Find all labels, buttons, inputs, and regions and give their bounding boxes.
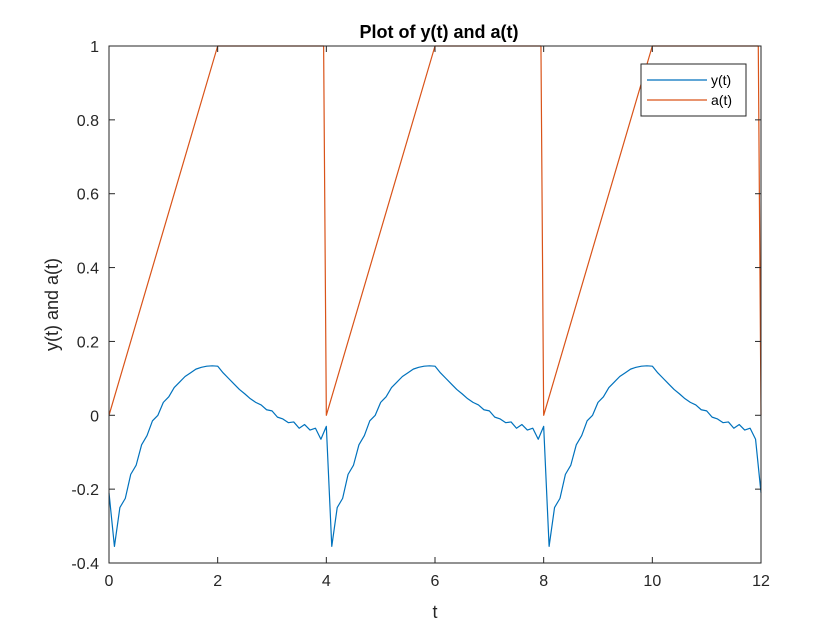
y-tick-label: 0.6 <box>77 187 99 204</box>
y-tick-label: 0.4 <box>77 261 99 278</box>
x-tick-label: 10 <box>643 573 661 590</box>
legend: y(t) a(t) <box>640 63 747 117</box>
y-axis-title: y(t) and a(t) <box>42 258 62 351</box>
x-tick-label: 4 <box>322 573 331 590</box>
legend-box <box>640 63 747 117</box>
y-tick-label: 1 <box>90 39 99 56</box>
legend-label-y: y(t) <box>711 72 731 88</box>
y-tick-label: 0.8 <box>77 113 99 130</box>
x-tick-label: 0 <box>105 573 114 590</box>
legend-label-a: a(t) <box>711 92 732 108</box>
chart-title: Plot of y(t) and a(t) <box>360 22 519 42</box>
x-tick-label: 6 <box>431 573 440 590</box>
x-tick-label: 2 <box>213 573 222 590</box>
x-tick-label: 8 <box>539 573 548 590</box>
x-tick-label: 12 <box>752 573 770 590</box>
y-tick-label: 0 <box>90 408 99 425</box>
y-tick-label: -0.4 <box>71 556 99 573</box>
series-line-y <box>108 365 762 547</box>
x-axis-title: t <box>432 602 437 622</box>
plot-area <box>109 46 761 563</box>
y-tick-label: 0.2 <box>77 334 99 351</box>
ticks-layer: 0 2 4 6 8 10 12 -0.4 -0.2 0 0.2 0.4 0.6 0.8 1 <box>71 39 770 590</box>
y-tick-label: -0.2 <box>71 482 99 499</box>
